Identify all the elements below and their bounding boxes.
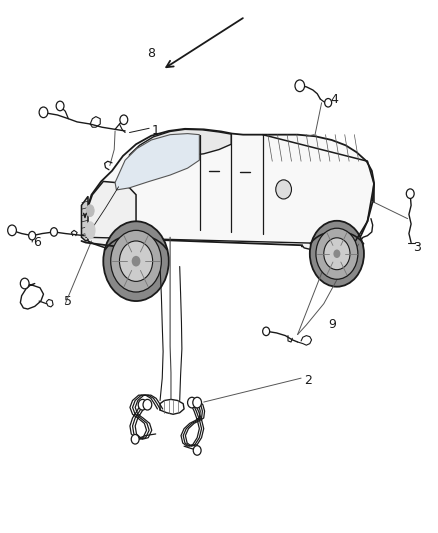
Circle shape (8, 225, 16, 236)
Text: 5: 5 (64, 295, 72, 308)
Text: 2: 2 (304, 374, 312, 387)
Circle shape (316, 228, 358, 279)
Text: 1: 1 (151, 124, 159, 138)
Circle shape (333, 249, 340, 258)
Circle shape (28, 231, 35, 240)
Circle shape (20, 278, 29, 289)
Circle shape (193, 446, 201, 455)
Circle shape (276, 180, 291, 199)
Text: 9: 9 (328, 319, 336, 332)
Text: 4: 4 (330, 93, 338, 106)
Circle shape (131, 434, 139, 444)
Circle shape (187, 397, 196, 408)
Circle shape (120, 241, 152, 281)
Polygon shape (81, 196, 88, 241)
Circle shape (56, 101, 64, 111)
Circle shape (132, 256, 141, 266)
Circle shape (324, 238, 350, 270)
Circle shape (143, 399, 152, 410)
Ellipse shape (86, 205, 94, 216)
Circle shape (263, 327, 270, 336)
Circle shape (111, 230, 161, 292)
Ellipse shape (85, 222, 95, 239)
Text: 8: 8 (147, 47, 155, 60)
Circle shape (406, 189, 414, 198)
Text: 6: 6 (33, 236, 41, 249)
Polygon shape (302, 237, 363, 252)
Polygon shape (115, 134, 199, 190)
Circle shape (325, 99, 332, 107)
Circle shape (310, 221, 364, 287)
Circle shape (39, 107, 48, 118)
Polygon shape (86, 181, 136, 251)
Circle shape (120, 115, 128, 125)
Circle shape (138, 399, 147, 410)
Circle shape (295, 80, 304, 92)
Circle shape (193, 397, 201, 408)
Circle shape (103, 221, 169, 301)
Polygon shape (86, 129, 374, 248)
Circle shape (50, 228, 57, 236)
Text: 3: 3 (413, 241, 421, 254)
Polygon shape (128, 130, 231, 180)
